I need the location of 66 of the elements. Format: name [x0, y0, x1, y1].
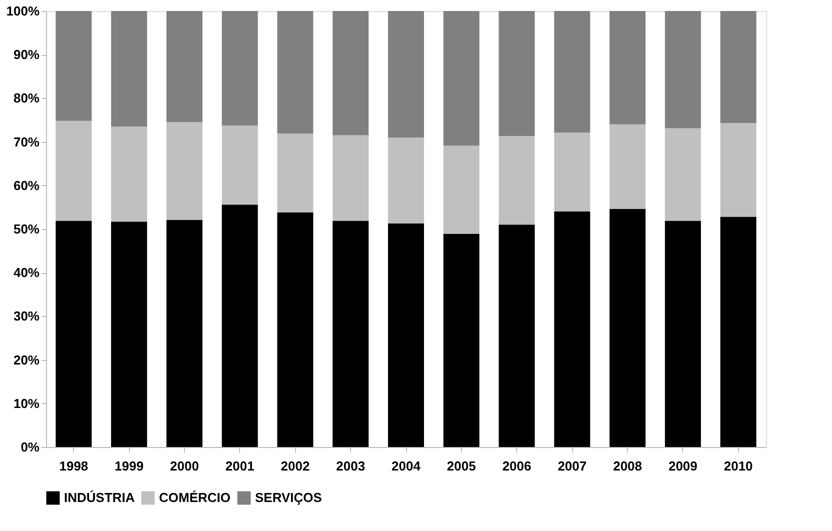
y-tick-label: 10%: [13, 396, 40, 411]
bar: [166, 11, 202, 122]
x-tick-label: 2006: [502, 458, 532, 474]
bar: [166, 220, 202, 447]
y-tick-label: 90%: [13, 47, 40, 62]
bar: [443, 234, 480, 447]
y-tick-label: 40%: [13, 265, 40, 280]
x-tick-label: 2009: [668, 458, 698, 474]
bar: [277, 11, 314, 134]
bar: [664, 220, 701, 447]
bar: [443, 146, 480, 234]
bar: [222, 204, 258, 447]
x-tick-label: 2003: [336, 458, 366, 474]
y-tick-label: 30%: [13, 308, 40, 324]
bar: [111, 222, 148, 447]
bar: [554, 212, 590, 447]
legend-label: INDÚSTRIA: [64, 490, 136, 505]
bar: [610, 208, 646, 447]
bar: [111, 11, 148, 127]
bar: [56, 11, 92, 121]
x-tick-label: 2008: [613, 458, 642, 474]
x-tick-label: 2007: [558, 458, 587, 474]
bar: [498, 136, 535, 225]
x-tick-label: 2010: [724, 458, 753, 474]
bar: [664, 128, 701, 221]
bar: [332, 11, 369, 136]
bar: [498, 224, 535, 447]
bar: [56, 220, 92, 447]
bar: [277, 134, 314, 212]
bar: [720, 11, 756, 124]
bar: [443, 11, 480, 146]
bar: [498, 11, 535, 136]
bar: [388, 223, 424, 447]
y-tick-label: 20%: [13, 352, 40, 368]
x-tick-label: 2000: [170, 458, 199, 474]
bar: [222, 11, 258, 126]
y-tick-label: 60%: [13, 178, 40, 193]
legend-label: SERVIÇOS: [255, 490, 322, 505]
x-tick-label: 1999: [114, 458, 144, 474]
bar: [332, 220, 369, 447]
x-tick-label: 2005: [446, 458, 476, 474]
legend-label: COMÉRCIO: [159, 490, 230, 505]
bar: [554, 132, 590, 212]
bar: [56, 120, 92, 221]
x-tick-label: 2001: [225, 458, 254, 474]
bar: [332, 135, 369, 221]
bar: [222, 126, 258, 205]
y-tick-label: 100%: [6, 4, 40, 18]
y-tick-label: 50%: [13, 222, 40, 236]
bar: [610, 11, 646, 124]
x-tick-label: 1998: [59, 458, 88, 474]
bar: [720, 216, 756, 447]
y-tick-label: 80%: [13, 90, 40, 106]
y-tick-label: 0%: [20, 440, 40, 454]
bar: [610, 124, 646, 209]
bar: [664, 11, 701, 128]
y-tick-label: 70%: [13, 134, 40, 150]
x-tick-label: 2002: [280, 458, 310, 474]
bar: [388, 11, 424, 138]
bar: [388, 137, 424, 224]
bar: [166, 122, 202, 220]
bar: [111, 126, 148, 222]
bar: [554, 11, 590, 133]
bar: [720, 123, 756, 217]
bar: [277, 212, 314, 447]
x-tick-label: 2004: [392, 458, 422, 474]
